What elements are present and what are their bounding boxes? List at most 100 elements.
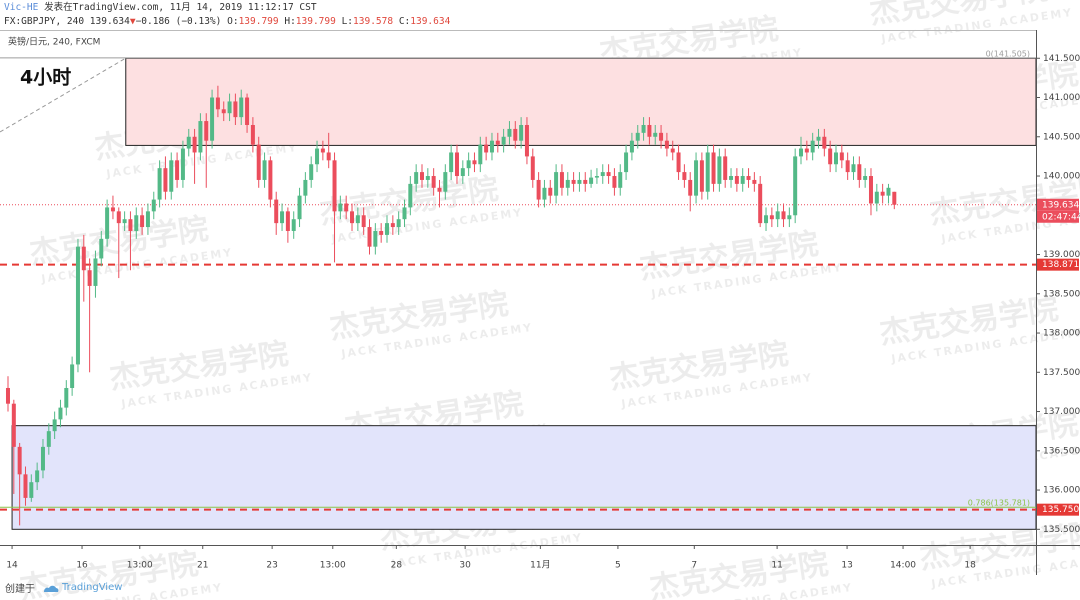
- candle-body: [746, 176, 751, 180]
- author[interactable]: Vic-HE: [4, 2, 39, 13]
- y-tick-label: 141.000: [1043, 93, 1080, 103]
- published: 发表在TradingView.com, 11月 14, 2019 11:12:1…: [44, 2, 317, 13]
- candle-body: [851, 164, 856, 173]
- candle-body: [460, 168, 465, 177]
- candle-body: [816, 136, 821, 141]
- candle-body: [857, 164, 862, 180]
- candle-body: [892, 191, 897, 205]
- candle-body: [326, 152, 331, 161]
- zone: [125, 57, 1037, 146]
- candle-body: [863, 176, 868, 180]
- candle-body: [17, 446, 22, 475]
- candle-body: [116, 211, 121, 224]
- candle-body: [653, 132, 658, 137]
- candle-body: [140, 215, 145, 228]
- ohlc-label: O:: [227, 16, 239, 27]
- y-tick-label: 140.000: [1043, 172, 1080, 182]
- candle-body: [752, 179, 757, 184]
- x-tick-label: 28: [391, 561, 403, 571]
- candle-body: [629, 140, 634, 153]
- plot-area: 0(141.505) 0.786(135.781): [0, 49, 1037, 530]
- ohlc-value: 139.578: [353, 16, 394, 27]
- candle-body: [250, 124, 255, 145]
- candle-body: [105, 207, 110, 239]
- candle-body: [554, 172, 559, 196]
- candle-body: [99, 238, 104, 259]
- candle-body: [134, 215, 139, 231]
- candle-body: [822, 136, 827, 149]
- candle-body: [734, 176, 739, 184]
- candle-body: [81, 246, 86, 271]
- candle-body: [350, 211, 355, 224]
- candle-body: [385, 223, 390, 235]
- candle-body: [705, 152, 710, 192]
- candle-body: [70, 364, 75, 388]
- candle-body: [163, 168, 168, 192]
- y-tick-label: 136.500: [1043, 446, 1080, 456]
- level-label: 135.750: [1042, 505, 1079, 515]
- candle-body: [75, 246, 80, 365]
- candle-body: [285, 211, 290, 231]
- candle-body: [484, 144, 489, 153]
- candle-body: [52, 419, 57, 432]
- countdown-box: [1037, 210, 1079, 223]
- candle-body: [315, 148, 320, 165]
- candle-body: [332, 160, 337, 212]
- candle-body: [787, 215, 792, 220]
- candle-body: [810, 140, 815, 153]
- annotation: 4小时: [20, 67, 71, 89]
- candle-body: [524, 124, 529, 157]
- candle-body: [600, 172, 605, 177]
- x-tick-label: 11月: [530, 560, 550, 571]
- candle-body: [128, 219, 133, 231]
- ohlc-value: 139.799: [238, 16, 279, 27]
- x-tick-label: 7: [691, 561, 697, 571]
- candle-body: [723, 156, 728, 180]
- y-tick-label: 138.000: [1043, 329, 1080, 339]
- candle-body: [390, 223, 395, 228]
- x-tick-label: 30: [459, 561, 471, 571]
- candle-body: [46, 431, 51, 447]
- candle-body: [606, 172, 611, 177]
- y-tick-label: 139.000: [1043, 250, 1080, 260]
- x-tick-label: 13:00: [127, 561, 153, 571]
- candle-body: [624, 152, 629, 173]
- x-tick-label: 18: [964, 561, 976, 571]
- candle-body: [489, 140, 494, 153]
- candle-body: [262, 160, 267, 180]
- candle-body: [804, 148, 809, 153]
- header-line-2: FX:GBPJPY, 240 139.634▼−0.186 (−0.13%) O…: [4, 15, 450, 29]
- x-tick-label: 21: [197, 561, 208, 571]
- candle-body: [717, 156, 722, 184]
- candle-body: [449, 152, 454, 173]
- candle-body: [239, 97, 244, 118]
- candle-body: [367, 227, 372, 247]
- candle-body: [670, 148, 675, 153]
- footer: 创建于 TradingView: [5, 580, 122, 595]
- axes: 135.500 136.000 136.500 137.000 137.500 138.0…: [6, 54, 1080, 571]
- ohlc-value: 139.634: [410, 16, 451, 27]
- ohlc-label: L:: [341, 16, 354, 27]
- level-label: 138.871: [1042, 260, 1079, 270]
- candle-body: [699, 160, 704, 192]
- level-box: [1037, 258, 1079, 271]
- candle-body: [396, 219, 401, 228]
- change-arrow: ▼: [129, 16, 136, 27]
- x-tick-label: 5: [615, 561, 621, 571]
- candle-body: [186, 136, 191, 149]
- candle-body: [280, 211, 285, 224]
- brand[interactable]: TradingView: [62, 582, 123, 593]
- x-tick-label: 23: [266, 561, 277, 571]
- candle-body: [355, 215, 360, 224]
- candle-body: [466, 160, 471, 169]
- y-tick-label: 137.500: [1043, 368, 1080, 378]
- candle-body: [408, 183, 413, 208]
- candle-body: [688, 179, 693, 196]
- x-tick-label: 16: [76, 561, 88, 571]
- candle-body: [175, 160, 180, 180]
- candle-body: [828, 148, 833, 165]
- candle-body: [303, 179, 308, 196]
- ohlc-label: C:: [398, 16, 411, 27]
